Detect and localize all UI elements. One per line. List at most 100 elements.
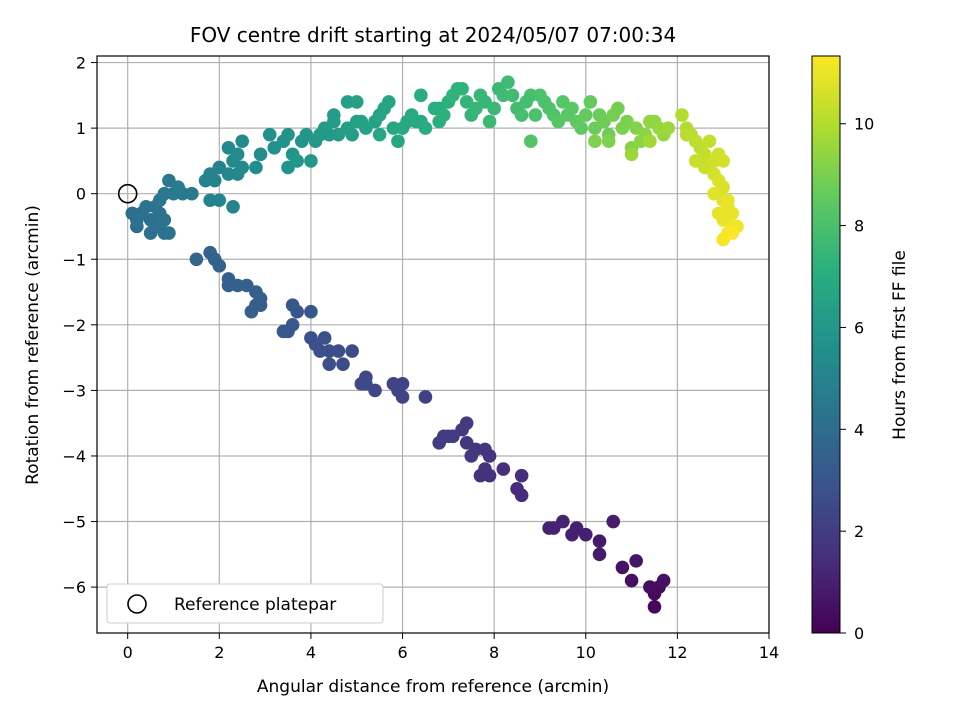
data-point (345, 127, 359, 142)
data-point (249, 160, 263, 175)
data-point (478, 462, 492, 476)
data-point (716, 154, 730, 168)
data-point (629, 554, 643, 568)
data-point (624, 147, 639, 162)
y-tick-label: −4 (62, 447, 86, 466)
colorbar-tick-label: 6 (854, 318, 864, 337)
chart-title: FOV centre drift starting at 2024/05/07 … (190, 23, 676, 47)
data-point (675, 108, 689, 122)
data-point (606, 514, 621, 529)
data-point (235, 134, 250, 149)
data-point (501, 75, 515, 90)
data-point (226, 200, 240, 214)
data-point (336, 357, 350, 371)
y-tick-label: 2 (76, 54, 86, 73)
x-tick-label: 4 (306, 643, 316, 662)
data-point (510, 481, 524, 496)
data-point (414, 88, 428, 103)
grid (97, 56, 770, 633)
reference-point (117, 183, 138, 204)
legend: Reference platepar (106, 583, 384, 624)
data-point (212, 193, 227, 208)
data-point (574, 121, 588, 135)
data-point (304, 331, 318, 345)
data-point (327, 114, 341, 129)
data-point (276, 324, 291, 339)
data-point (583, 95, 598, 109)
data-point (496, 462, 511, 476)
data-point (253, 147, 268, 162)
data-point (436, 108, 451, 122)
colorbar-label: Hours from first FF file (890, 250, 910, 440)
data-point (207, 173, 222, 188)
data-point (702, 134, 717, 149)
data-point (432, 436, 446, 450)
colorbar-tick-label: 2 (854, 522, 864, 541)
y-tick-label: −5 (62, 513, 86, 532)
y-tick-label: −2 (62, 316, 86, 335)
data-point (185, 186, 199, 201)
colorbar-tick-label: 8 (854, 217, 864, 236)
data-point (235, 160, 250, 175)
data-point (372, 127, 387, 142)
y-tick-label: 0 (76, 185, 86, 204)
data-point (647, 599, 662, 614)
data-point (601, 134, 616, 149)
data-point (285, 298, 300, 312)
legend-label: Reference platepar (174, 595, 336, 615)
data-point (139, 200, 153, 214)
data-point (592, 534, 607, 549)
x-axis: 0 2 4 6 8 10 12 14 (123, 633, 779, 662)
data-point (661, 121, 676, 135)
data-point (588, 134, 602, 149)
data-point (230, 147, 245, 162)
data-point (171, 180, 185, 194)
data-point (656, 573, 671, 588)
data-point (221, 272, 236, 286)
plot-frame (96, 55, 770, 634)
data-point (615, 560, 630, 575)
data-point (322, 357, 337, 371)
y-axis: −6 −5 −4 −3 −2 −1 0 1 2 (62, 54, 97, 597)
data-point (359, 377, 373, 391)
data-point (725, 226, 740, 240)
x-tick-label: 6 (397, 643, 407, 662)
data-point (464, 449, 479, 463)
colorbar-tick-label: 4 (854, 420, 864, 439)
data-point (523, 134, 538, 149)
data-point (542, 521, 556, 535)
data-point (304, 304, 318, 319)
colorbar-ticks: 0 2 4 6 8 10 (840, 115, 874, 643)
y-tick-label: −1 (62, 250, 86, 269)
data-point (528, 108, 543, 122)
data-point (391, 134, 405, 149)
data-point (592, 547, 607, 562)
x-tick-label: 8 (489, 643, 499, 662)
data-point (487, 101, 501, 116)
data-point (505, 88, 520, 103)
data-point (189, 252, 204, 267)
y-tick-label: −3 (62, 381, 86, 400)
data-point (643, 134, 657, 149)
colorbar: 0 2 4 6 8 10 Hours from first FF file (811, 55, 910, 643)
y-axis-label: Rotation from reference (arcmin) (23, 205, 43, 485)
data-point (514, 468, 529, 483)
data-point (482, 114, 497, 129)
legend-box (106, 583, 384, 624)
data-point (514, 108, 529, 122)
data-point (418, 121, 433, 135)
data-point (345, 344, 359, 358)
data-point (290, 154, 304, 168)
data-point (459, 416, 474, 430)
data-point (381, 95, 396, 109)
colorbar-gradient (811, 55, 841, 634)
y-tick-label: −6 (62, 578, 86, 597)
x-tick-label: 0 (123, 643, 133, 662)
x-tick-label: 10 (576, 643, 596, 662)
data-point (262, 127, 277, 142)
data-point (304, 154, 318, 168)
data-point (455, 81, 469, 96)
y-tick-label: 1 (76, 119, 86, 138)
data-point (130, 213, 144, 227)
